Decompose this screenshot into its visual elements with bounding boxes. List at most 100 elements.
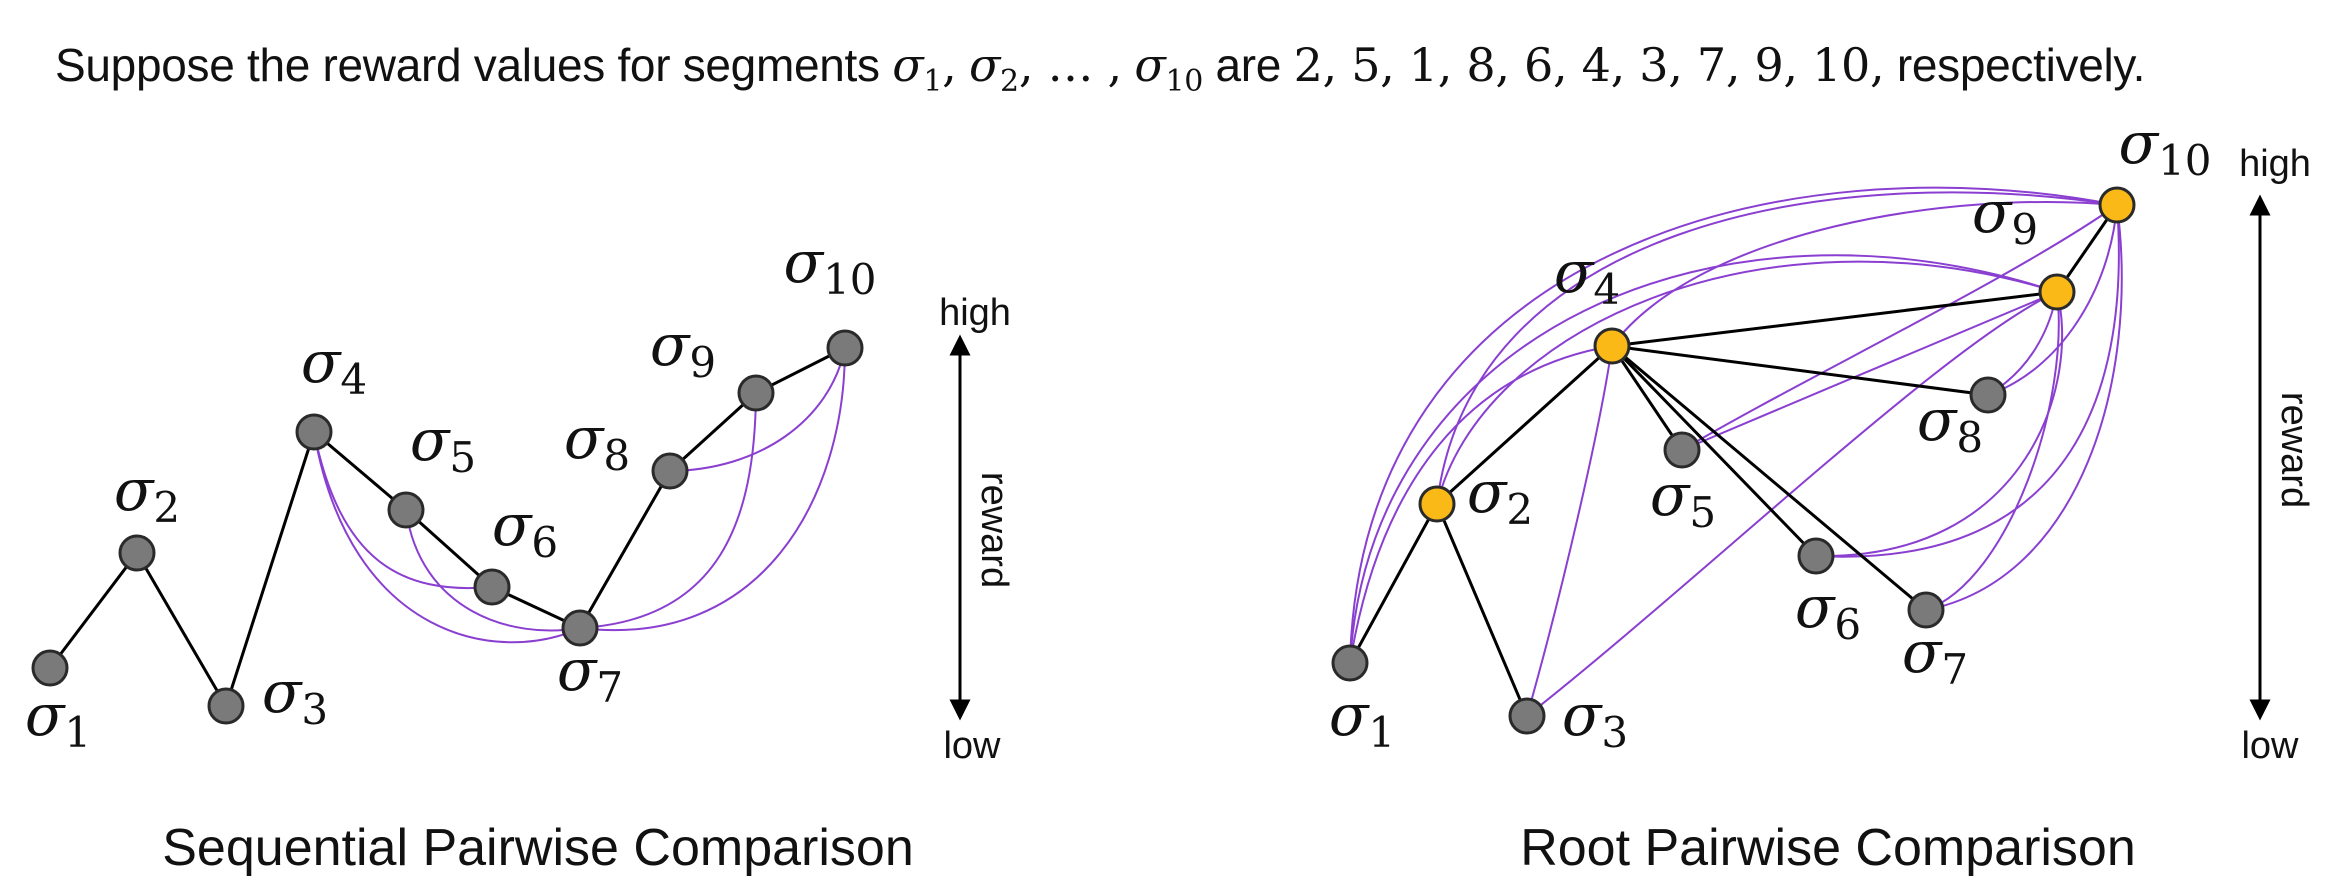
problem-statement: Suppose the reward values for segments σ… bbox=[55, 38, 2146, 100]
node-sigma-9 bbox=[737, 374, 775, 412]
node-label-sigma-10: σ10 bbox=[2118, 109, 2211, 185]
reward-values: 2, 5, 1, 8, 6, 4, 3, 7, 9, 10, bbox=[1293, 38, 1885, 92]
black-edge-2-3 bbox=[135, 552, 228, 707]
black-edge-1-2 bbox=[1348, 503, 1439, 664]
statement-suffix: respectively. bbox=[1896, 39, 2146, 91]
purple-edge-4-10 bbox=[1611, 200, 2118, 347]
node-label-sigma-2: σ2 bbox=[1467, 458, 1533, 534]
node-sigma-7 bbox=[561, 609, 599, 647]
purple-edge-7-10 bbox=[579, 347, 846, 631]
purple-edge-6-10 bbox=[1815, 204, 2120, 558]
purple-edge-2-10 bbox=[1436, 191, 2118, 505]
purple-edge-7-10 bbox=[1925, 204, 2123, 611]
node-sigma-4 bbox=[1593, 327, 1631, 365]
purple-edge-6-9 bbox=[1815, 291, 2064, 558]
black-edge-4-5 bbox=[1610, 345, 1684, 451]
node-label-sigma-6: σ6 bbox=[1795, 573, 1861, 649]
purple-edge-1-9 bbox=[1349, 254, 2058, 664]
black-edge-4-9 bbox=[1611, 290, 2058, 348]
node-sigma-8 bbox=[651, 452, 689, 490]
node-sigma-1 bbox=[31, 649, 69, 687]
node-label-sigma-9: σ9 bbox=[1972, 178, 2038, 254]
root-panel: σ1 σ2 σ3 σ4 σ5 σ6 σ7 σ8 σ9 σ10 Root Pairwise Comp… bbox=[1329, 109, 2315, 877]
node-label-sigma-2: σ2 bbox=[114, 456, 180, 532]
node-label-sigma-7: σ7 bbox=[1902, 618, 1968, 694]
black-edge-7-8 bbox=[578, 470, 672, 629]
sequential-purple-edges bbox=[313, 347, 846, 644]
axis-high-label: high bbox=[2239, 143, 2311, 185]
purple-edge-2-9 bbox=[1436, 260, 2058, 505]
purple-edge-3-4 bbox=[1526, 345, 1613, 717]
node-label-sigma-4: σ4 bbox=[1554, 238, 1620, 314]
black-edge-3-4 bbox=[224, 431, 316, 707]
node-sigma-4 bbox=[295, 413, 333, 451]
root-reward-axis: high low reward bbox=[2239, 143, 2315, 767]
purple-edge-8-10 bbox=[669, 347, 846, 472]
node-sigma-1 bbox=[1331, 644, 1369, 682]
node-label-sigma-6: σ6 bbox=[492, 491, 558, 567]
sequential-title: Sequential Pairwise Comparison bbox=[162, 819, 914, 877]
node-label-sigma-5: σ5 bbox=[410, 406, 476, 482]
black-edge-4-6 bbox=[1610, 344, 1818, 558]
axis-reward-label: reward bbox=[2273, 392, 2315, 508]
black-edge-1-2 bbox=[48, 552, 139, 669]
purple-edge-1-10 bbox=[1349, 186, 2118, 664]
sequential-reward-axis: high low reward bbox=[939, 292, 1015, 767]
node-sigma-5 bbox=[1663, 431, 1701, 469]
statement-verb: are bbox=[1215, 39, 1282, 91]
root-purple-edges bbox=[1349, 186, 2123, 717]
node-label-sigma-1: σ1 bbox=[1329, 681, 1395, 757]
node-label-sigma-4: σ4 bbox=[301, 328, 367, 404]
statement-prefix: Suppose the reward values for segments bbox=[55, 39, 880, 91]
purple-edge-3-9 bbox=[1526, 291, 2058, 717]
node-sigma-2 bbox=[1418, 485, 1456, 523]
purple-edge-5-9 bbox=[1681, 291, 2058, 451]
seg-first: σ1 bbox=[892, 38, 943, 100]
black-edge-4-7 bbox=[1611, 344, 1927, 612]
black-edge-2-3 bbox=[1435, 503, 1529, 717]
axis-low-label: low bbox=[2241, 725, 2299, 767]
purple-edge-8-10 bbox=[1987, 204, 2118, 396]
axis-low-label: low bbox=[943, 725, 1001, 767]
node-sigma-6 bbox=[1797, 537, 1835, 575]
node-label-sigma-3: σ3 bbox=[1562, 681, 1628, 757]
node-sigma-8 bbox=[1969, 376, 2007, 414]
node-label-sigma-7: σ7 bbox=[557, 636, 623, 712]
node-label-sigma-5: σ5 bbox=[1650, 461, 1716, 537]
node-sigma-5 bbox=[387, 491, 425, 529]
node-sigma-6 bbox=[473, 568, 511, 606]
node-sigma-10 bbox=[2098, 186, 2136, 224]
node-sigma-10 bbox=[826, 329, 864, 367]
node-sigma-7 bbox=[1907, 591, 1945, 629]
node-label-sigma-9: σ9 bbox=[650, 311, 716, 387]
seg-dots: , … , bbox=[1018, 38, 1122, 92]
seg-second: σ2 bbox=[968, 38, 1019, 100]
black-edge-8-9 bbox=[668, 391, 758, 473]
black-edge-5-6 bbox=[404, 508, 494, 589]
purple-edge-4-6 bbox=[313, 431, 493, 590]
purple-edge-7-9 bbox=[1925, 291, 2060, 611]
node-sigma-3 bbox=[1508, 697, 1546, 735]
purple-edge-7-9 bbox=[579, 392, 757, 629]
node-label-sigma-3: σ3 bbox=[262, 658, 328, 734]
root-nodes: σ1 σ2 σ3 σ4 σ5 σ6 σ7 σ8 σ9 σ10 bbox=[1329, 109, 2212, 757]
node-sigma-3 bbox=[207, 687, 245, 725]
node-label-sigma-10: σ10 bbox=[783, 228, 876, 304]
axis-high-label: high bbox=[939, 292, 1011, 334]
node-label-sigma-8: σ8 bbox=[564, 404, 630, 480]
black-edge-2-4 bbox=[1435, 344, 1614, 506]
black-edge-4-8 bbox=[1611, 344, 1989, 397]
purple-edge-5-10 bbox=[1681, 204, 2118, 451]
node-sigma-2 bbox=[118, 534, 156, 572]
purple-edge-5-7 bbox=[405, 509, 581, 632]
seg-last: σ10 bbox=[1134, 38, 1204, 100]
node-label-sigma-8: σ8 bbox=[1917, 386, 1983, 462]
root-black-edges bbox=[1348, 204, 2119, 717]
node-sigma-9 bbox=[2038, 273, 2076, 311]
axis-reward-label: reward bbox=[973, 472, 1015, 588]
black-edge-4-5 bbox=[313, 430, 407, 512]
purple-edge-1-4 bbox=[1349, 345, 1613, 664]
